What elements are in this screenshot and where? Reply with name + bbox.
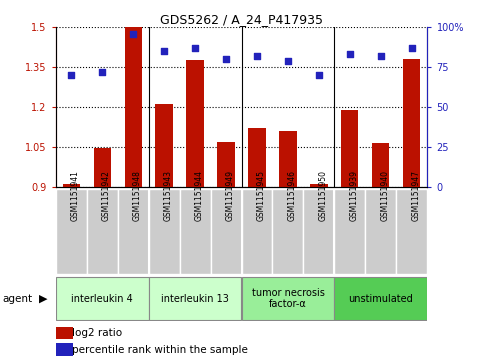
Text: percentile rank within the sample: percentile rank within the sample	[72, 344, 248, 355]
Bar	[311, 184, 327, 187]
Point	[377, 53, 385, 59]
Bar	[125, 27, 142, 187]
Text: GSM1151941: GSM1151941	[71, 170, 80, 221]
Bar	[217, 142, 235, 187]
Bar	[334, 189, 366, 274]
Text: GSM1151947: GSM1151947	[412, 170, 421, 221]
Text: GSM1151942: GSM1151942	[102, 170, 111, 221]
Bar	[56, 343, 73, 356]
Bar	[334, 277, 427, 320]
Text: tumor necrosis
factor-α: tumor necrosis factor-α	[252, 288, 325, 309]
Text: GSM1151948: GSM1151948	[133, 170, 142, 221]
Text: GSM1151950: GSM1151950	[319, 170, 328, 221]
Point	[67, 72, 75, 78]
Text: ▶: ▶	[39, 294, 47, 303]
Bar	[94, 148, 111, 187]
Bar	[62, 184, 80, 187]
Bar	[372, 143, 389, 187]
Bar	[86, 189, 117, 274]
Bar	[280, 131, 297, 187]
Bar	[149, 189, 180, 274]
Bar	[397, 189, 427, 274]
Point	[315, 72, 323, 78]
Bar	[56, 189, 86, 274]
Bar	[303, 189, 334, 274]
Bar	[272, 189, 303, 274]
Text: agent: agent	[2, 294, 32, 303]
Text: GSM1151940: GSM1151940	[381, 170, 390, 221]
Bar	[242, 189, 272, 274]
Text: log2 ratio: log2 ratio	[72, 328, 122, 338]
Bar	[156, 105, 172, 187]
Bar	[242, 277, 334, 320]
Point	[408, 45, 416, 51]
Point	[98, 69, 106, 75]
Bar	[56, 327, 73, 339]
Point	[253, 53, 261, 59]
Text: GSM1151939: GSM1151939	[350, 170, 359, 221]
Point	[346, 52, 354, 57]
Title: GDS5262 / A_24_P417935: GDS5262 / A_24_P417935	[160, 13, 323, 26]
Point	[284, 58, 292, 64]
Text: interleukin 13: interleukin 13	[161, 294, 229, 303]
Bar	[186, 61, 203, 187]
Bar	[117, 189, 149, 274]
Point	[129, 31, 137, 37]
Text: GSM1151949: GSM1151949	[226, 170, 235, 221]
Text: interleukin 4: interleukin 4	[71, 294, 133, 303]
Point	[222, 56, 230, 62]
Text: GSM1151945: GSM1151945	[257, 170, 266, 221]
Bar	[180, 189, 211, 274]
Text: GSM1151946: GSM1151946	[288, 170, 297, 221]
Point	[160, 48, 168, 54]
Bar	[366, 189, 397, 274]
Text: GSM1151944: GSM1151944	[195, 170, 204, 221]
Text: GSM1151943: GSM1151943	[164, 170, 173, 221]
Bar	[403, 59, 421, 187]
Bar	[211, 189, 242, 274]
Text: unstimulated: unstimulated	[349, 294, 413, 303]
Bar	[56, 277, 149, 320]
Point	[191, 45, 199, 51]
Bar	[248, 129, 266, 187]
Bar	[149, 277, 242, 320]
Bar	[341, 110, 358, 187]
